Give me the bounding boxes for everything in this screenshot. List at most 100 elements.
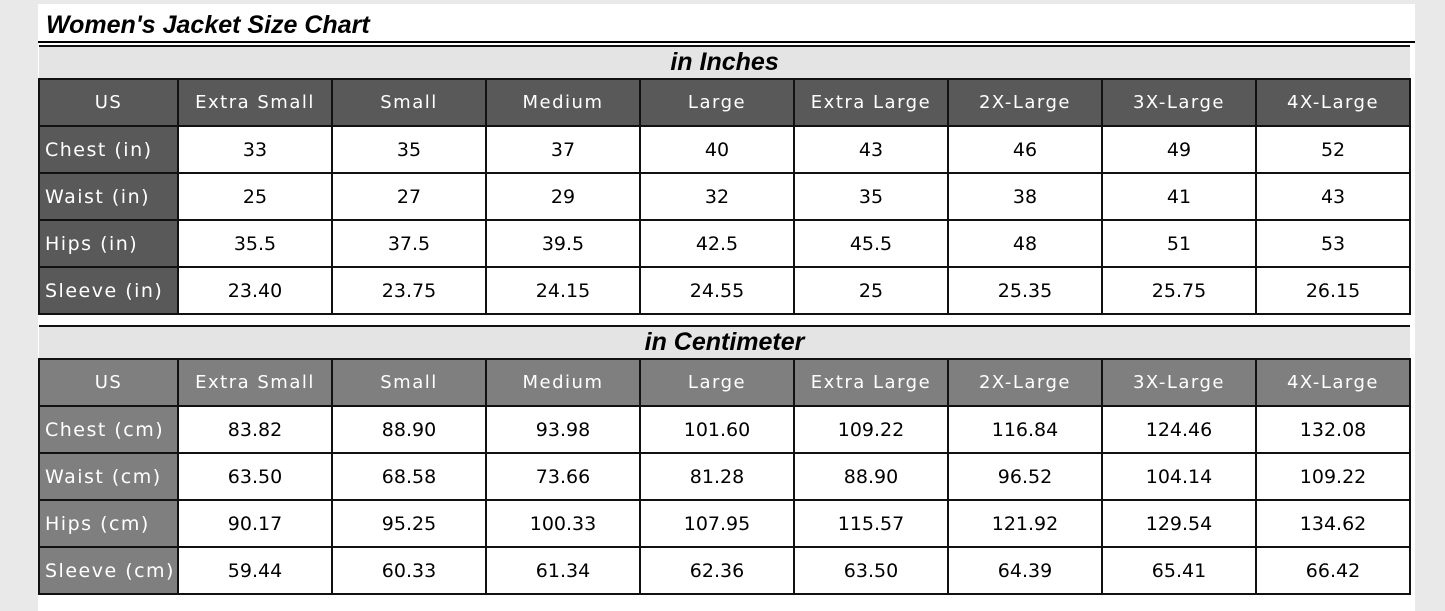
column-header: Small (331, 358, 487, 407)
inches-table: in Inches US Extra Small Small Medium Large Ex… (38, 45, 1412, 315)
section-heading-row: in Centimeter (39, 325, 1411, 360)
row-label: Chest (in) (38, 125, 179, 174)
section-heading: in Centimeter (39, 325, 1411, 360)
column-header: 2X-Large (947, 78, 1103, 127)
size-value: 124.46 (1101, 405, 1257, 454)
column-header: Medium (485, 78, 641, 127)
size-value: 96.52 (947, 452, 1103, 501)
section-heading: in Inches (39, 45, 1411, 80)
size-value: 101.60 (639, 405, 795, 454)
column-header: Extra Small (177, 358, 333, 407)
row-label: Waist (in) (38, 172, 179, 221)
size-value: 100.33 (485, 499, 641, 548)
size-value: 23.75 (331, 266, 487, 315)
column-header: Extra Large (793, 358, 949, 407)
size-value: 40 (639, 125, 795, 174)
size-value: 104.14 (1101, 452, 1257, 501)
size-value: 48 (947, 219, 1103, 268)
size-value: 63.50 (177, 452, 333, 501)
column-header: 2X-Large (947, 358, 1103, 407)
centimeter-table: in Centimeter US Extra Small Small Medium Lar… (38, 325, 1412, 595)
size-value: 60.33 (331, 546, 487, 595)
size-value: 66.42 (1254, 546, 1412, 595)
column-header: Medium (485, 358, 641, 407)
table-row: Sleeve (in) 23.40 23.75 24.15 24.55 25 25.35 25… (38, 266, 1412, 315)
size-value: 59.44 (177, 546, 333, 595)
size-value: 39.5 (485, 219, 641, 268)
table-row: Waist (cm) 63.50 68.58 73.66 81.28 88.90 96.52… (38, 452, 1412, 501)
size-value: 29 (485, 172, 641, 221)
table-row: Sleeve (cm) 59.44 60.33 61.34 62.36 63.50 64.3… (38, 546, 1412, 595)
column-header: 4X-Large (1254, 358, 1412, 407)
size-value: 43 (1254, 172, 1412, 221)
size-value: 53 (1254, 219, 1412, 268)
size-value: 27 (331, 172, 487, 221)
size-value: 43 (793, 125, 949, 174)
row-label: Chest (cm) (38, 405, 179, 454)
size-value: 46 (947, 125, 1103, 174)
row-label: Waist (cm) (38, 452, 179, 501)
table-row: Hips (cm) 90.17 95.25 100.33 107.95 115.57 121… (38, 499, 1412, 548)
row-label: Sleeve (in) (38, 266, 179, 315)
column-header: US (38, 358, 179, 407)
size-value: 115.57 (793, 499, 949, 548)
table-row: Waist (in) 25 27 29 32 35 38 41 43 (38, 172, 1412, 221)
size-value: 52 (1254, 125, 1412, 174)
size-value: 37.5 (331, 219, 487, 268)
size-value: 32 (639, 172, 795, 221)
size-value: 25.75 (1101, 266, 1257, 315)
row-label: Hips (cm) (38, 499, 179, 548)
size-value: 132.08 (1254, 405, 1412, 454)
size-value: 41 (1101, 172, 1257, 221)
size-value: 116.84 (947, 405, 1103, 454)
column-header: Large (639, 78, 795, 127)
size-value: 45.5 (793, 219, 949, 268)
size-value: 35 (331, 125, 487, 174)
column-header: 3X-Large (1101, 78, 1257, 127)
size-value: 51 (1101, 219, 1257, 268)
size-value: 90.17 (177, 499, 333, 548)
size-value: 64.39 (947, 546, 1103, 595)
size-value: 129.54 (1101, 499, 1257, 548)
header-row: US Extra Small Small Medium Large Extra Large… (38, 358, 1412, 407)
column-header: US (38, 78, 179, 127)
size-value: 93.98 (485, 405, 641, 454)
size-value: 88.90 (331, 405, 487, 454)
column-header: Extra Small (177, 78, 333, 127)
size-value: 24.15 (485, 266, 641, 315)
size-value: 42.5 (639, 219, 795, 268)
size-value: 107.95 (639, 499, 795, 548)
size-value: 109.22 (793, 405, 949, 454)
size-value: 37 (485, 125, 641, 174)
column-header: Large (639, 358, 795, 407)
size-value: 81.28 (639, 452, 795, 501)
size-value: 25.35 (947, 266, 1103, 315)
size-value: 62.36 (639, 546, 795, 595)
size-value: 49 (1101, 125, 1257, 174)
table-row: Chest (in) 33 35 37 40 43 46 49 52 (38, 125, 1412, 174)
column-header: Extra Large (793, 78, 949, 127)
size-value: 109.22 (1254, 452, 1412, 501)
size-value: 26.15 (1254, 266, 1412, 315)
size-value: 33 (177, 125, 333, 174)
size-value: 88.90 (793, 452, 949, 501)
size-value: 134.62 (1254, 499, 1412, 548)
size-value: 95.25 (331, 499, 487, 548)
table-row: Hips (in) 35.5 37.5 39.5 42.5 45.5 48 51 53 (38, 219, 1412, 268)
row-label: Hips (in) (38, 219, 179, 268)
size-value: 61.34 (485, 546, 641, 595)
size-value: 35 (793, 172, 949, 221)
size-value: 68.58 (331, 452, 487, 501)
column-header: Small (331, 78, 487, 127)
section-heading-row: in Inches (39, 45, 1411, 80)
size-value: 35.5 (177, 219, 333, 268)
header-row: US Extra Small Small Medium Large Extra Large… (38, 78, 1412, 127)
chart-title: Women's Jacket Size Chart (38, 4, 1415, 43)
size-value: 121.92 (947, 499, 1103, 548)
size-value: 63.50 (793, 546, 949, 595)
table-row: Chest (cm) 83.82 88.90 93.98 101.60 109.22 116… (38, 405, 1412, 454)
size-value: 23.40 (177, 266, 333, 315)
size-value: 25 (177, 172, 333, 221)
size-value: 83.82 (177, 405, 333, 454)
size-value: 73.66 (485, 452, 641, 501)
